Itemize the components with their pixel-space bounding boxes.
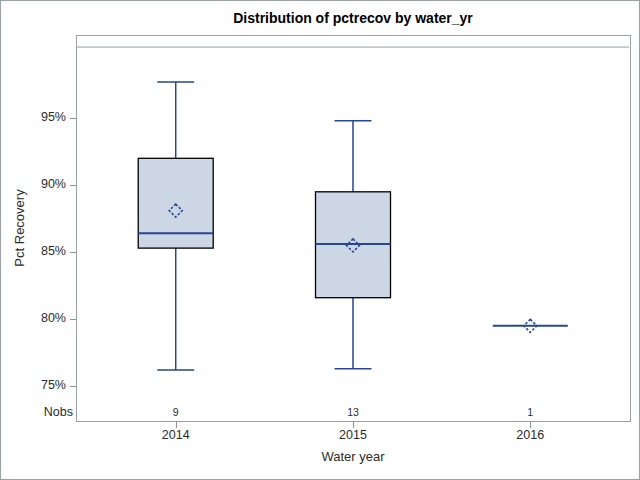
y-tick-label: 90% [1, 177, 66, 191]
x-tick-label: 2016 [485, 428, 575, 442]
nobs-value: 9 [146, 406, 206, 418]
nobs-label: Nobs [1, 405, 73, 419]
y-tick-label: 85% [1, 244, 66, 258]
x-tick-label: 2015 [308, 428, 398, 442]
y-tick-label: 75% [1, 378, 66, 392]
nobs-value: 1 [500, 406, 560, 418]
y-tick-label: 95% [1, 110, 66, 124]
x-tick-label: 2014 [131, 428, 221, 442]
y-tick-label: 80% [1, 311, 66, 325]
nobs-value: 13 [323, 406, 383, 418]
boxplot-figure: Distribution of pctrecov by water_yr Pct… [0, 0, 640, 480]
x-axis-title: Water year [76, 449, 630, 464]
